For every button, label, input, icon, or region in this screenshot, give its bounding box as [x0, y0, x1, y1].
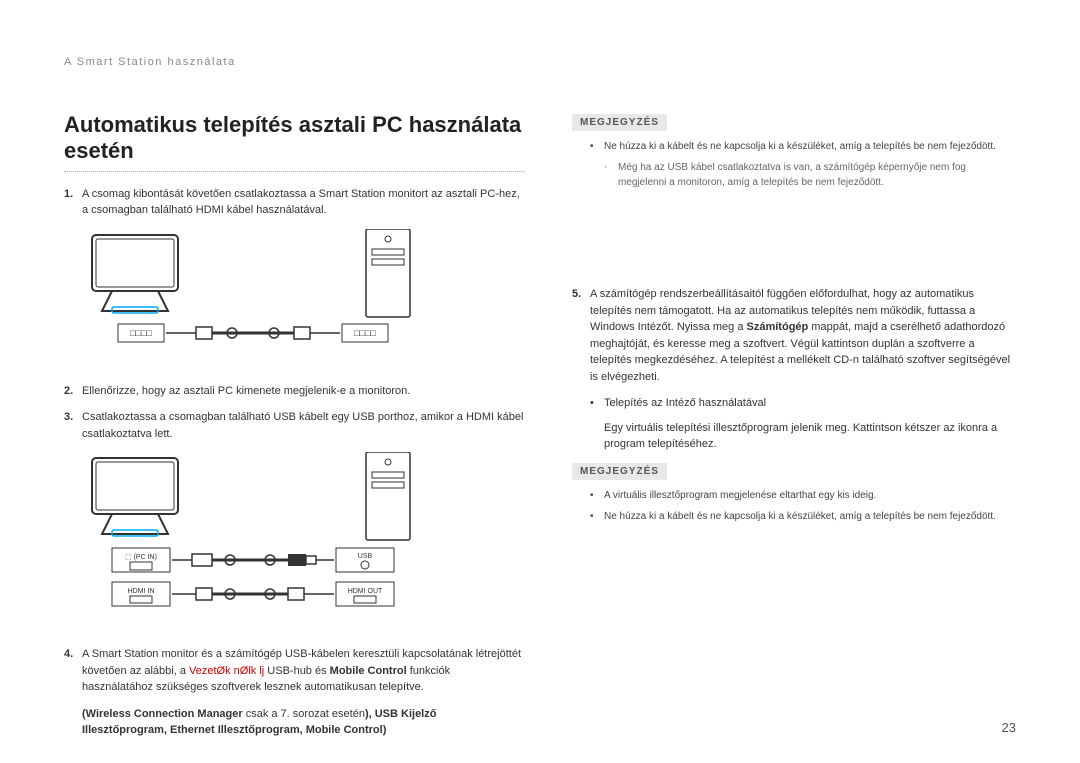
software-list: (Wireless Connection Manager csak a 7. s…: [82, 706, 524, 739]
step-1: 1. A csomag kibontását követően csatlako…: [64, 186, 524, 219]
step5-sub1-text: Telepítés az Intéző használatával: [604, 395, 766, 412]
step-5-text: A számítógép rendszerbeállításaitól függ…: [590, 286, 1012, 385]
note1-bullet1: • Ne húzza ki a kábelt és ne kapcsolja k…: [590, 139, 1012, 154]
bullet-icon: •: [590, 509, 604, 524]
step5-sub1-body: Egy virtuális telepítési illesztőprogram…: [604, 420, 1012, 453]
page-header: A Smart Station használata: [64, 56, 1016, 68]
note2-bullet2: • Ne húzza ki a kábelt és ne kapcsolja k…: [590, 509, 1012, 524]
step-4-text: A Smart Station monitor és a számítógép …: [82, 646, 524, 696]
step-3: 3. Csatlakoztassa a csomagban található …: [64, 409, 524, 442]
svg-text:USB: USB: [358, 553, 373, 560]
page-title: Automatikus telepítés asztali PC használ…: [64, 112, 524, 165]
right-column: MEGJEGYZÉS • Ne húzza ki a kábelt és ne …: [572, 112, 1012, 739]
software-b: csak a 7. sorozat esetén: [243, 708, 365, 720]
step-4-red: VezetØk nØlk lj: [189, 665, 264, 677]
note1-bullet1-text: Ne húzza ki a kábelt és ne kapcsolja ki …: [604, 139, 996, 154]
step-5: 5. A számítógép rendszerbeállításaitól f…: [572, 286, 1012, 385]
bullet-icon: •: [590, 488, 604, 503]
svg-text:□□□□: □□□□: [354, 328, 376, 338]
bullet-icon: •: [590, 395, 604, 412]
svg-text:□□□□: □□□□: [130, 328, 152, 338]
step-4-bold: Mobile Control: [330, 665, 407, 677]
note1-sub1: ◦ Még ha az USB kábel csatlakoztatva is …: [604, 160, 1012, 190]
svg-text:⬚ (PC IN): ⬚ (PC IN): [125, 554, 157, 561]
step-4-b: USB-hub és: [264, 665, 329, 677]
step-5-num: 5.: [572, 286, 590, 385]
note-label-1: MEGJEGYZÉS: [572, 114, 667, 131]
step-1-num: 1.: [64, 186, 82, 219]
svg-text:HDMI IN: HDMI IN: [128, 588, 155, 595]
content-columns: Automatikus telepítés asztali PC használ…: [64, 112, 1016, 739]
step-1-text: A csomag kibontását követően csatlakozta…: [82, 186, 524, 219]
note2-bullet1-text: A virtuális illesztőprogram megjelenése …: [604, 488, 876, 503]
note2-bullet1: • A virtuális illesztőprogram megjelenés…: [590, 488, 1012, 503]
note2-bullet2-text: Ne húzza ki a kábelt és ne kapcsolja ki …: [604, 509, 996, 524]
step-2: 2. Ellenőrizze, hogy az asztali PC kimen…: [64, 383, 524, 400]
bullet-icon: •: [590, 139, 604, 154]
note1-sub1-text: Még ha az USB kábel csatlakoztatva is va…: [618, 160, 1012, 190]
step-4-num: 4.: [64, 646, 82, 696]
software-a: (Wireless Connection Manager: [82, 708, 243, 720]
left-column: Automatikus telepítés asztali PC használ…: [64, 112, 524, 739]
title-rule: [64, 171, 524, 172]
figure-2: ⬚ (PC IN) USB HDMI IN HDMI OUT: [82, 452, 524, 632]
page-number: 23: [1002, 720, 1016, 735]
step5-sub1: • Telepítés az Intéző használatával: [590, 395, 1012, 412]
step-3-num: 3.: [64, 409, 82, 442]
figure-1: □□□□ □□□□: [82, 229, 524, 369]
note-label-2: MEGJEGYZÉS: [572, 463, 667, 480]
step-2-num: 2.: [64, 383, 82, 400]
step-4: 4. A Smart Station monitor és a számítóg…: [64, 646, 524, 696]
step-3-text: Csatlakoztassa a csomagban található USB…: [82, 409, 524, 442]
step5-bold: Számítógép: [747, 321, 809, 333]
svg-text:HDMI OUT: HDMI OUT: [348, 588, 383, 595]
step-2-text: Ellenőrizze, hogy az asztali PC kimenete…: [82, 383, 524, 400]
subbullet-icon: ◦: [604, 160, 618, 190]
